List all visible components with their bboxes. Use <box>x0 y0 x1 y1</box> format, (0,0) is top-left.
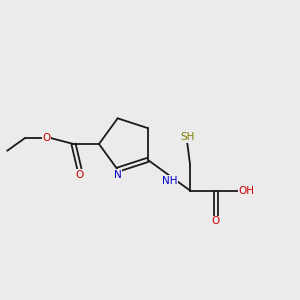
Text: O: O <box>75 169 84 179</box>
Text: O: O <box>42 133 50 143</box>
Text: O: O <box>212 216 220 226</box>
Text: NH: NH <box>162 176 177 186</box>
Text: OH: OH <box>238 186 255 196</box>
Text: SH: SH <box>180 132 194 142</box>
Text: N: N <box>114 170 122 180</box>
